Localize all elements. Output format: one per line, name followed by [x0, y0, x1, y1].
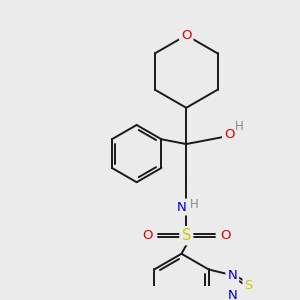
- Text: H: H: [190, 198, 198, 211]
- Text: O: O: [224, 128, 234, 141]
- Text: O: O: [220, 229, 231, 242]
- Text: S: S: [182, 228, 191, 243]
- Text: N: N: [227, 289, 237, 300]
- Text: N: N: [177, 200, 186, 214]
- Text: O: O: [181, 29, 191, 42]
- Text: O: O: [142, 229, 152, 242]
- Text: H: H: [235, 120, 244, 134]
- Text: S: S: [244, 279, 253, 292]
- Text: N: N: [227, 269, 237, 282]
